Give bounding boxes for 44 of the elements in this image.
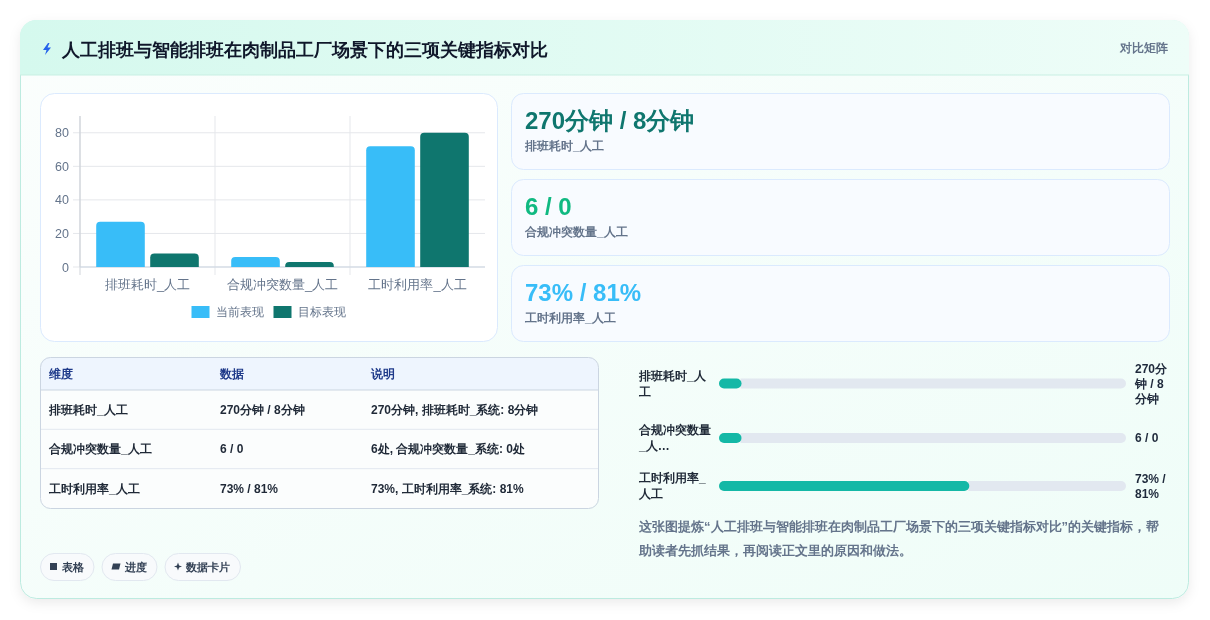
category-label: 维度 — [48, 366, 73, 381]
y-tick-label: 20 — [55, 226, 70, 241]
bar — [366, 146, 415, 267]
text: 表格 — [60, 560, 85, 573]
bar — [285, 261, 334, 267]
text: 合规冲突数量_人工 — [524, 225, 628, 239]
y-tick-label: 排班耗时_人工 — [638, 368, 707, 399]
text: 6 / 0 — [525, 193, 572, 220]
text: 对比矩阵 — [1119, 41, 1168, 55]
text: 73% / 81% — [220, 481, 279, 496]
y-tick-label: 工时利用率_人工 — [638, 471, 706, 502]
bar — [420, 132, 469, 267]
text: 6处, 合规冲突数量_系统: 0处 — [371, 442, 526, 457]
y-tick-label: 60 — [55, 159, 70, 174]
text: 270分钟 / 8分钟 — [525, 107, 695, 134]
text: 这张图提炼“人工排班与智能排班在肉制品工厂场景下的三项关键指标对比”的关键指标，帮助读者先抓结果，再阅读正文里的原因和做法。 — [638, 519, 1159, 558]
text: 73%, 工时利用率_系统: 81% — [371, 481, 525, 496]
text: 6 / 0 — [220, 442, 244, 457]
y-tick-label: 40 — [55, 193, 70, 208]
text: 6 / 0 — [1135, 431, 1159, 446]
text: 数据卡片 — [185, 560, 230, 573]
text: 270分钟, 排班耗时_系统: 8分钟 — [371, 402, 539, 417]
text: 合规冲突数量_人工 — [48, 442, 152, 457]
bar — [150, 253, 199, 267]
text: 排班耗时_人工 — [524, 139, 604, 153]
category-label: 说明 — [370, 366, 395, 381]
text: 工时利用率_人工 — [524, 311, 616, 325]
text: 进度 — [123, 560, 147, 573]
bar — [96, 221, 145, 267]
y-tick-label: 0 — [62, 260, 70, 275]
bar — [231, 256, 280, 267]
text: 270分钟 / 8分钟 — [220, 402, 305, 417]
text: 73% / 81% — [1135, 471, 1167, 501]
x-tick-label: 排班耗时_人工 — [104, 277, 191, 292]
text: 人工排班与智能排班在肉制品工厂场景下的三项关键指标对比 — [61, 40, 548, 60]
legend-label: 目标表现 — [297, 305, 346, 320]
y-tick-label: 合规冲突数量_人… — [638, 423, 711, 454]
x-tick-label: 合规冲突数量_人工 — [226, 277, 339, 292]
x-tick-label: 工时利用率_人工 — [368, 277, 467, 292]
legend-label: 当前表现 — [215, 305, 264, 320]
y-tick-label: 80 — [55, 126, 70, 141]
text: 270分钟 / 8分钟 — [1134, 361, 1169, 406]
text: 73% / 81% — [525, 279, 642, 306]
category-label: 数据 — [219, 366, 244, 381]
